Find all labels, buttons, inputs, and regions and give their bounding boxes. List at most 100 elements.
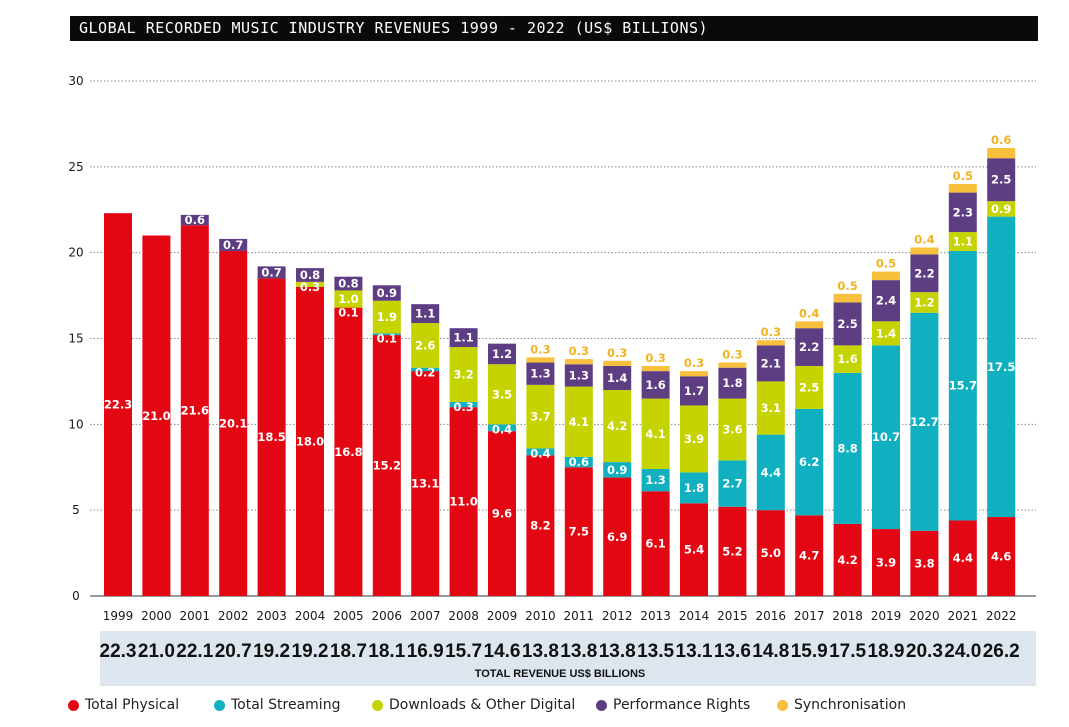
total-revenue-value: 20.7 — [215, 641, 252, 662]
legend-item-total_physical: Total Physical — [68, 697, 179, 713]
bar-synchronisation-2013 — [641, 365, 670, 372]
total-revenue-value: 13.5 — [637, 641, 674, 662]
bar-total_physical-2009 — [488, 431, 516, 596]
x-tick-label: 2014 — [679, 609, 710, 623]
data-label-total_streaming-2019: 10.7 — [872, 430, 900, 444]
bar-performance_rights-2015 — [718, 367, 747, 399]
bar-total_physical-2002 — [219, 250, 248, 596]
bar-performance_rights-2009 — [488, 343, 516, 365]
data-label-downloads_other_digital-2019: 1.4 — [876, 326, 896, 340]
data-label-total_physical-2015: 5.2 — [722, 544, 742, 558]
data-label-performance_rights-2019: 2.4 — [876, 294, 896, 308]
bar-synchronisation-2010 — [526, 357, 555, 363]
data-label-performance_rights-2005: 0.8 — [338, 277, 358, 291]
total-revenue-value: 18.1 — [368, 641, 405, 662]
data-label-total_streaming-2021: 15.7 — [949, 379, 977, 393]
bar-total_physical-2001 — [180, 225, 209, 596]
bar-total_streaming-2010 — [526, 448, 555, 456]
data-label-total_physical-2014: 5.4 — [684, 543, 704, 557]
bar-synchronisation-2018 — [833, 293, 862, 303]
bar-total_streaming-2015 — [718, 460, 747, 507]
total-revenue-value: 13.8 — [599, 641, 636, 662]
legend-label: Performance Rights — [613, 697, 751, 713]
bar-performance_rights-2011 — [564, 364, 593, 387]
data-label-total_physical-2001: 21.6 — [181, 404, 209, 418]
total-revenue-value: 22.1 — [176, 641, 213, 662]
bar-performance_rights-2012 — [603, 365, 632, 390]
legend-item-performance_rights: Performance Rights — [596, 697, 750, 713]
bar-performance_rights-2016 — [756, 345, 785, 382]
legend-swatch — [214, 699, 225, 711]
data-label-synchronisation-2017: 0.4 — [799, 306, 819, 320]
x-tick-label: 2012 — [602, 609, 633, 623]
data-label-performance_rights-2012: 1.4 — [607, 371, 627, 385]
data-label-downloads_other_digital-2007: 2.6 — [415, 338, 435, 352]
bar-total_physical-2004 — [296, 287, 324, 596]
y-tick-label: 5 — [72, 503, 80, 517]
bar-total_physical-2017 — [795, 515, 824, 596]
bar-total_streaming-2016 — [756, 434, 785, 511]
bar-total_streaming-2017 — [795, 408, 824, 516]
total-revenue-value: 14.8 — [752, 641, 789, 662]
data-label-downloads_other_digital-2009: 3.5 — [492, 387, 512, 401]
data-label-performance_rights-2010: 1.3 — [530, 367, 550, 381]
data-label-downloads_other_digital-2004: 0.3 — [300, 280, 320, 294]
data-label-total_streaming-2017: 6.2 — [799, 455, 819, 469]
bar-performance_rights-2010 — [526, 362, 555, 385]
bar-performance_rights-2004 — [296, 268, 324, 282]
x-tick-label: 2005 — [333, 609, 364, 623]
data-label-total_physical-2016: 5.0 — [761, 546, 781, 560]
bar-performance_rights-2006 — [372, 285, 401, 301]
x-tick-label: 2017 — [794, 609, 825, 623]
bar-stack-2009: 9.6 0.4 3.5 1.2 — [488, 343, 516, 596]
bar-stack-2005: 16.8 1.00.8 — [334, 277, 363, 596]
bar-performance_rights-2014 — [680, 376, 708, 406]
legend-label: Downloads & Other Digital — [389, 697, 576, 713]
y-tick-label: 30 — [68, 74, 83, 88]
bar-downloads_other_digital-2014 — [680, 405, 708, 473]
bar-total_physical-2005 — [334, 307, 363, 596]
bar-performance_rights-2008 — [449, 328, 478, 348]
total-revenue-value: 21.0 — [138, 641, 175, 662]
x-tick-label: 2018 — [832, 609, 863, 623]
x-tick-label: 2011 — [564, 609, 595, 623]
chart-title: GLOBAL RECORDED MUSIC INDUSTRY REVENUES … — [70, 16, 1038, 41]
bar-total_physical-2013 — [641, 491, 670, 596]
bar-performance_rights-2001 — [180, 214, 209, 226]
bar-stack-2015: 5.2 2.7 3.6 1.8 0.3 — [718, 348, 747, 596]
bar-total_physical-2006 — [372, 335, 401, 596]
total-revenue-value: 22.3 — [100, 641, 137, 662]
bar-total_physical-2020 — [910, 530, 939, 596]
data-label-performance_rights-2007: 1.1 — [415, 307, 435, 321]
data-label-downloads_other_digital-2006: 1.9 — [377, 310, 397, 324]
data-label-total_streaming-2007: 0.2 — [415, 366, 435, 380]
data-label-performance_rights-2017: 2.2 — [799, 340, 819, 354]
x-tick-label: 2022 — [986, 609, 1017, 623]
x-tick-label: 2007 — [410, 609, 441, 623]
bar-synchronisation-2019 — [872, 271, 900, 281]
bar-downloads_other_digital-2005 — [334, 290, 363, 308]
bar-performance_rights-2007 — [411, 304, 440, 324]
bar-total_physical-2014 — [680, 503, 708, 596]
data-label-performance_rights-2001: 0.6 — [185, 213, 205, 227]
total-revenue-value: 18.9 — [868, 641, 905, 662]
bar-synchronisation-2011 — [564, 359, 593, 365]
bar-performance_rights-2019 — [872, 280, 900, 322]
data-label-synchronisation-2020: 0.4 — [914, 233, 934, 247]
data-label-total_streaming-2010: 0.4 — [530, 446, 550, 460]
x-tick-label: 2001 — [180, 609, 211, 623]
data-label-total_physical-2021: 4.4 — [953, 551, 973, 565]
data-label-total_streaming-2020: 12.7 — [910, 415, 938, 429]
bar-downloads_other_digital-2016 — [756, 381, 785, 435]
bar-stack-2016: 5.0 4.4 3.1 2.1 0.3 — [756, 325, 785, 596]
data-label-performance_rights-2021: 2.3 — [953, 205, 973, 219]
bar-stack-2000: 21.0 — [142, 235, 171, 596]
bar-downloads_other_digital-2019 — [872, 321, 900, 346]
legend-item-total_streaming: Total Streaming — [214, 697, 340, 713]
bar-performance_rights-2018 — [833, 302, 862, 346]
bar-total_streaming-2019 — [872, 345, 900, 530]
data-label-total_streaming-2012: 0.9 — [607, 463, 627, 477]
data-label-synchronisation-2022: 0.6 — [991, 133, 1011, 147]
bar-downloads_other_digital-2011 — [564, 386, 593, 457]
data-label-performance_rights-2011: 1.3 — [569, 368, 589, 382]
